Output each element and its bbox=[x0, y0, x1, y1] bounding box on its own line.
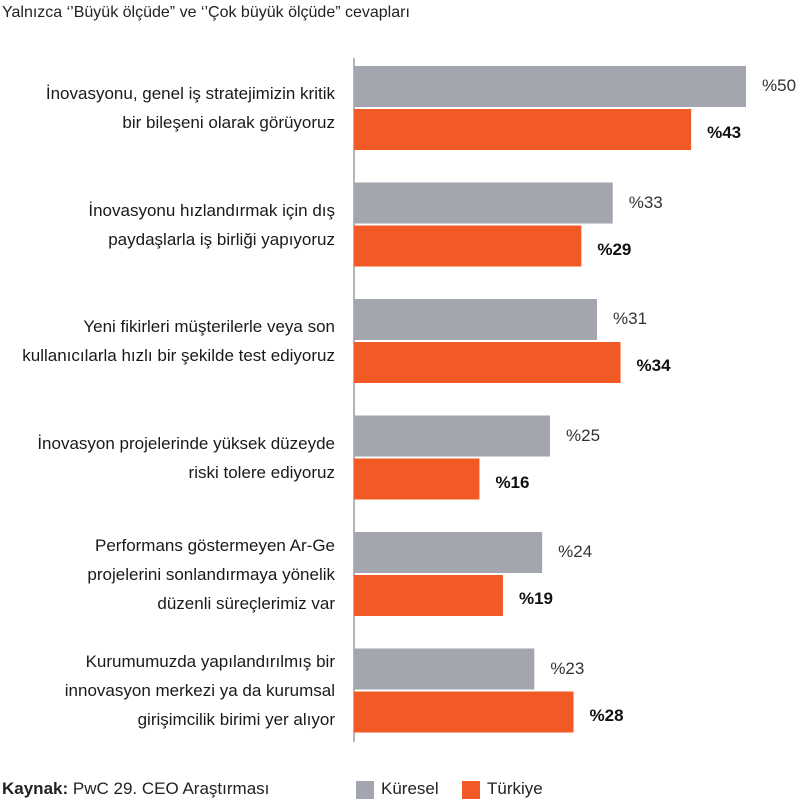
value-label-turkey-6: %28 bbox=[589, 705, 624, 725]
bar-turkey-3 bbox=[354, 342, 621, 383]
category-label-line: Performans göstermeyen Ar-Ge bbox=[95, 535, 335, 555]
category-label-2: İnovasyonu hızlandırmak için dış paydaşla… bbox=[88, 196, 335, 254]
category-label-line: riski tolere ediyoruz bbox=[188, 462, 335, 482]
value-label-turkey-2: %29 bbox=[597, 239, 632, 259]
category-label-line: Yeni fikirleri müşterilerle veya son bbox=[83, 317, 335, 336]
category-label-line: bir bileşeni olarak görüyoruz bbox=[122, 113, 335, 132]
category-label-5: Performans göstermeyen Ar-Ge projelerini … bbox=[87, 531, 335, 618]
bars-group bbox=[354, 66, 746, 733]
category-label-6: Kurumumuzda yapılandırılmış bir innovasyo… bbox=[65, 647, 335, 734]
bar-global-5 bbox=[354, 532, 543, 573]
legend-swatch-turkey bbox=[462, 781, 480, 799]
source-text: PwC 29. CEO Araştırması bbox=[72, 779, 270, 798]
bar-global-1 bbox=[354, 66, 746, 107]
source-note: Kaynak: PwC 29. CEO Araştırması bbox=[2, 779, 269, 799]
value-label-global-3: %31 bbox=[613, 309, 648, 328]
category-label-line: projelerini sonlandırmaya yönelik bbox=[87, 564, 335, 584]
bar-turkey-2 bbox=[354, 225, 582, 267]
value-label-global-4: %25 bbox=[566, 425, 601, 445]
category-label-1: İnovasyonu, genel iş stratejimizin kriti… bbox=[46, 79, 335, 137]
category-label-4: İnovasyon projelerinde yüksek düzeyde ris… bbox=[37, 429, 335, 487]
chart-subtitle: Yalnızca ‘’Büyük ölçüde” ve ‘’Çok büyük … bbox=[2, 4, 410, 21]
category-label-line: İnovasyonu hızlandırmak için dış bbox=[88, 200, 335, 220]
bar-global-4 bbox=[354, 415, 550, 457]
category-label-line: girişimcilik birimi yer alıyor bbox=[137, 710, 335, 729]
category-label-line: innovasyon merkezi ya da kurumsal bbox=[64, 681, 335, 700]
category-label-line: İnovasyon projelerinde yüksek düzeyde bbox=[37, 433, 335, 453]
value-label-global-1: %50 bbox=[762, 76, 797, 95]
bar-global-6 bbox=[354, 648, 535, 690]
category-label-line: İnovasyonu, genel iş stratejimizin kriti… bbox=[45, 84, 335, 103]
bar-turkey-1 bbox=[354, 109, 692, 150]
value-label-turkey-1: %43 bbox=[707, 123, 742, 142]
value-label-turkey-5: %19 bbox=[518, 589, 553, 608]
category-label-line: paydaşlarla iş birliği yapıyoruz bbox=[108, 229, 335, 249]
value-label-global-2: %33 bbox=[628, 192, 663, 212]
legend-label-turkey: Türkiye bbox=[487, 779, 543, 798]
category-label-line: kullanıcılarla hızlı bir şekilde test ed… bbox=[22, 346, 335, 365]
bar-global-3 bbox=[354, 299, 598, 340]
category-label-3: Yeni fikirleri müşterilerle veya son kull… bbox=[22, 312, 335, 370]
category-label-line: düzenli süreçlerimiz var bbox=[157, 593, 335, 613]
value-label-global-6: %23 bbox=[550, 658, 585, 678]
bar-global-2 bbox=[354, 182, 613, 224]
legend-label-global: Küresel bbox=[381, 779, 439, 798]
value-label-turkey-4: %16 bbox=[495, 472, 530, 492]
bar-turkey-5 bbox=[354, 575, 503, 616]
source-label: Kaynak: bbox=[2, 779, 69, 798]
bar-chart bbox=[353, 58, 746, 742]
bar-turkey-4 bbox=[354, 458, 480, 500]
value-label-turkey-3: %34 bbox=[636, 356, 671, 375]
value-label-global-5: %24 bbox=[558, 542, 593, 561]
bar-turkey-6 bbox=[354, 691, 574, 733]
legend-swatch-global bbox=[356, 781, 374, 799]
category-label-line: Kurumumuzda yapılandırılmış bir bbox=[85, 652, 335, 671]
